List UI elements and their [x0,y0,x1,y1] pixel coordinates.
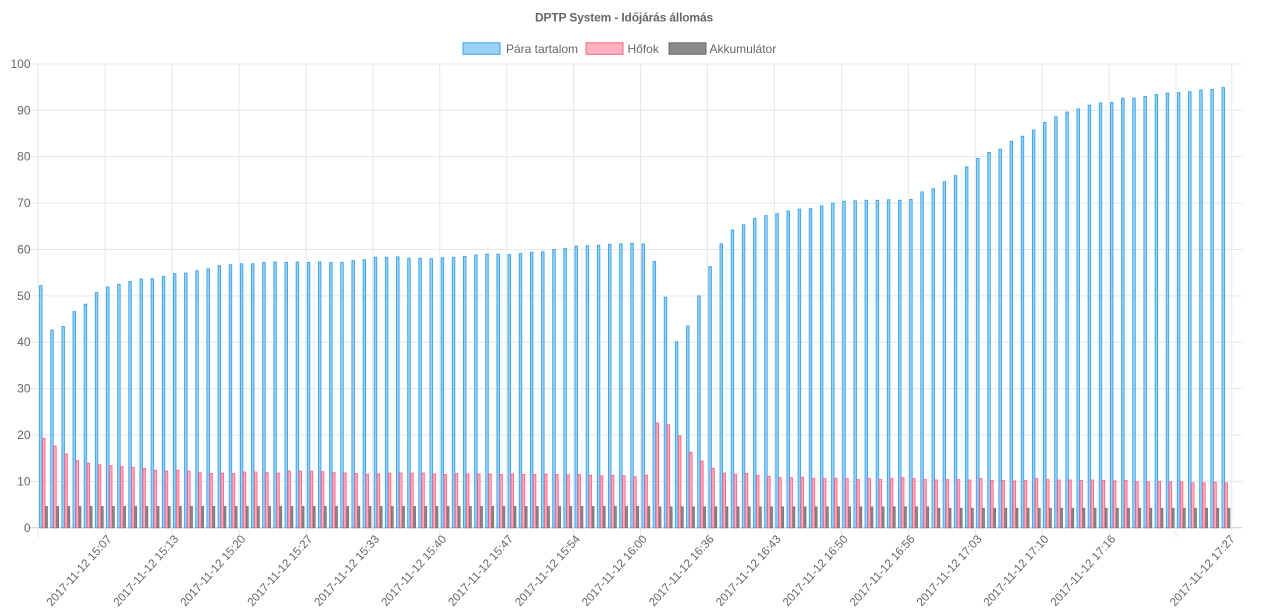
svg-text:DPTP System - Időjárás állomás: DPTP System - Időjárás állomás [535,11,713,25]
svg-text:50: 50 [17,289,31,303]
svg-text:80: 80 [17,150,31,164]
svg-text:40: 40 [17,335,31,349]
svg-text:100: 100 [10,57,30,71]
svg-text:70: 70 [17,196,31,210]
svg-text:Pára tartalom: Pára tartalom [506,42,578,56]
svg-text:10: 10 [17,474,31,488]
svg-text:Akkumulátor: Akkumulátor [710,42,777,56]
svg-text:0: 0 [24,521,31,535]
svg-text:90: 90 [17,103,31,117]
svg-text:Hőfok: Hőfok [628,42,660,56]
svg-text:20: 20 [17,428,31,442]
svg-text:60: 60 [17,243,31,257]
svg-text:30: 30 [17,382,31,396]
